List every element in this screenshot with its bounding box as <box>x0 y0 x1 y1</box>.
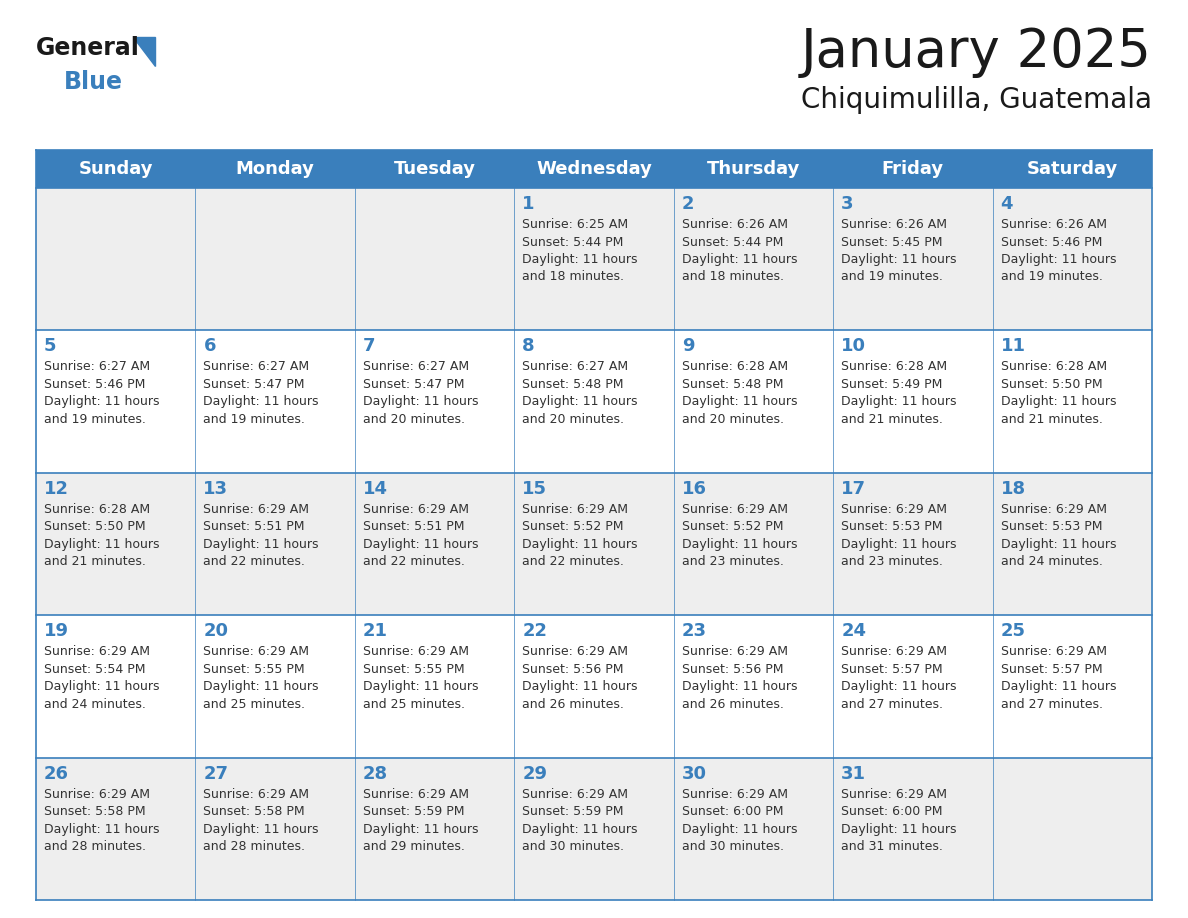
Text: 28: 28 <box>362 765 388 783</box>
Text: 15: 15 <box>523 480 548 498</box>
Text: Sunrise: 6:29 AM
Sunset: 5:53 PM
Daylight: 11 hours
and 24 minutes.: Sunrise: 6:29 AM Sunset: 5:53 PM Dayligh… <box>1000 503 1116 568</box>
Text: 14: 14 <box>362 480 387 498</box>
Text: Sunrise: 6:29 AM
Sunset: 5:55 PM
Daylight: 11 hours
and 25 minutes.: Sunrise: 6:29 AM Sunset: 5:55 PM Dayligh… <box>362 645 479 711</box>
Bar <box>36 615 1152 757</box>
Text: 31: 31 <box>841 765 866 783</box>
Text: Sunrise: 6:28 AM
Sunset: 5:48 PM
Daylight: 11 hours
and 20 minutes.: Sunrise: 6:28 AM Sunset: 5:48 PM Dayligh… <box>682 361 797 426</box>
Text: 19: 19 <box>44 622 69 640</box>
Text: Sunrise: 6:29 AM
Sunset: 5:59 PM
Daylight: 11 hours
and 29 minutes.: Sunrise: 6:29 AM Sunset: 5:59 PM Dayligh… <box>362 788 479 853</box>
Text: Sunrise: 6:29 AM
Sunset: 5:57 PM
Daylight: 11 hours
and 27 minutes.: Sunrise: 6:29 AM Sunset: 5:57 PM Dayligh… <box>841 645 956 711</box>
Text: Sunday: Sunday <box>78 160 153 178</box>
Text: Sunrise: 6:26 AM
Sunset: 5:45 PM
Daylight: 11 hours
and 19 minutes.: Sunrise: 6:26 AM Sunset: 5:45 PM Dayligh… <box>841 218 956 284</box>
Text: Wednesday: Wednesday <box>536 160 652 178</box>
Text: Sunrise: 6:29 AM
Sunset: 5:55 PM
Daylight: 11 hours
and 25 minutes.: Sunrise: 6:29 AM Sunset: 5:55 PM Dayligh… <box>203 645 318 711</box>
Text: Sunrise: 6:29 AM
Sunset: 6:00 PM
Daylight: 11 hours
and 30 minutes.: Sunrise: 6:29 AM Sunset: 6:00 PM Dayligh… <box>682 788 797 853</box>
Text: 22: 22 <box>523 622 548 640</box>
Text: 2: 2 <box>682 195 694 213</box>
Text: 18: 18 <box>1000 480 1025 498</box>
Text: Saturday: Saturday <box>1026 160 1118 178</box>
Text: 5: 5 <box>44 338 57 355</box>
Text: 25: 25 <box>1000 622 1025 640</box>
Text: Sunrise: 6:27 AM
Sunset: 5:47 PM
Daylight: 11 hours
and 20 minutes.: Sunrise: 6:27 AM Sunset: 5:47 PM Dayligh… <box>362 361 479 426</box>
Text: Sunrise: 6:29 AM
Sunset: 5:52 PM
Daylight: 11 hours
and 23 minutes.: Sunrise: 6:29 AM Sunset: 5:52 PM Dayligh… <box>682 503 797 568</box>
Text: 23: 23 <box>682 622 707 640</box>
Text: Sunrise: 6:29 AM
Sunset: 5:59 PM
Daylight: 11 hours
and 30 minutes.: Sunrise: 6:29 AM Sunset: 5:59 PM Dayligh… <box>523 788 638 853</box>
Text: 26: 26 <box>44 765 69 783</box>
Text: Sunrise: 6:28 AM
Sunset: 5:50 PM
Daylight: 11 hours
and 21 minutes.: Sunrise: 6:28 AM Sunset: 5:50 PM Dayligh… <box>44 503 159 568</box>
Text: 29: 29 <box>523 765 548 783</box>
Polygon shape <box>133 37 154 66</box>
Bar <box>36 188 1152 330</box>
Text: 10: 10 <box>841 338 866 355</box>
Text: Sunrise: 6:26 AM
Sunset: 5:46 PM
Daylight: 11 hours
and 19 minutes.: Sunrise: 6:26 AM Sunset: 5:46 PM Dayligh… <box>1000 218 1116 284</box>
Text: Sunrise: 6:29 AM
Sunset: 5:51 PM
Daylight: 11 hours
and 22 minutes.: Sunrise: 6:29 AM Sunset: 5:51 PM Dayligh… <box>362 503 479 568</box>
Text: Sunrise: 6:29 AM
Sunset: 5:52 PM
Daylight: 11 hours
and 22 minutes.: Sunrise: 6:29 AM Sunset: 5:52 PM Dayligh… <box>523 503 638 568</box>
Text: Sunrise: 6:29 AM
Sunset: 5:54 PM
Daylight: 11 hours
and 24 minutes.: Sunrise: 6:29 AM Sunset: 5:54 PM Dayligh… <box>44 645 159 711</box>
Text: 11: 11 <box>1000 338 1025 355</box>
Text: Sunrise: 6:25 AM
Sunset: 5:44 PM
Daylight: 11 hours
and 18 minutes.: Sunrise: 6:25 AM Sunset: 5:44 PM Dayligh… <box>523 218 638 284</box>
Text: 8: 8 <box>523 338 535 355</box>
Text: January 2025: January 2025 <box>801 26 1152 78</box>
Text: 7: 7 <box>362 338 375 355</box>
Text: 24: 24 <box>841 622 866 640</box>
Text: 17: 17 <box>841 480 866 498</box>
Text: Monday: Monday <box>235 160 315 178</box>
Bar <box>36 330 1152 473</box>
Text: Sunrise: 6:29 AM
Sunset: 5:57 PM
Daylight: 11 hours
and 27 minutes.: Sunrise: 6:29 AM Sunset: 5:57 PM Dayligh… <box>1000 645 1116 711</box>
Bar <box>36 150 1152 188</box>
Text: 4: 4 <box>1000 195 1013 213</box>
Text: 27: 27 <box>203 765 228 783</box>
Text: 30: 30 <box>682 765 707 783</box>
Text: 16: 16 <box>682 480 707 498</box>
Text: 21: 21 <box>362 622 387 640</box>
Text: Sunrise: 6:29 AM
Sunset: 5:58 PM
Daylight: 11 hours
and 28 minutes.: Sunrise: 6:29 AM Sunset: 5:58 PM Dayligh… <box>203 788 318 853</box>
Text: Sunrise: 6:27 AM
Sunset: 5:47 PM
Daylight: 11 hours
and 19 minutes.: Sunrise: 6:27 AM Sunset: 5:47 PM Dayligh… <box>203 361 318 426</box>
Text: Sunrise: 6:27 AM
Sunset: 5:48 PM
Daylight: 11 hours
and 20 minutes.: Sunrise: 6:27 AM Sunset: 5:48 PM Dayligh… <box>523 361 638 426</box>
Text: General: General <box>36 36 140 60</box>
Text: Thursday: Thursday <box>707 160 800 178</box>
Text: 9: 9 <box>682 338 694 355</box>
Text: Tuesday: Tuesday <box>393 160 475 178</box>
Text: Sunrise: 6:28 AM
Sunset: 5:49 PM
Daylight: 11 hours
and 21 minutes.: Sunrise: 6:28 AM Sunset: 5:49 PM Dayligh… <box>841 361 956 426</box>
Text: 13: 13 <box>203 480 228 498</box>
Bar <box>36 757 1152 900</box>
Text: Sunrise: 6:29 AM
Sunset: 6:00 PM
Daylight: 11 hours
and 31 minutes.: Sunrise: 6:29 AM Sunset: 6:00 PM Dayligh… <box>841 788 956 853</box>
Text: Sunrise: 6:26 AM
Sunset: 5:44 PM
Daylight: 11 hours
and 18 minutes.: Sunrise: 6:26 AM Sunset: 5:44 PM Dayligh… <box>682 218 797 284</box>
Text: 20: 20 <box>203 622 228 640</box>
Text: 12: 12 <box>44 480 69 498</box>
Text: Sunrise: 6:29 AM
Sunset: 5:51 PM
Daylight: 11 hours
and 22 minutes.: Sunrise: 6:29 AM Sunset: 5:51 PM Dayligh… <box>203 503 318 568</box>
Text: Blue: Blue <box>64 70 124 94</box>
Text: Chiquimulilla, Guatemala: Chiquimulilla, Guatemala <box>801 86 1152 114</box>
Bar <box>36 473 1152 615</box>
Text: Friday: Friday <box>881 160 944 178</box>
Text: 6: 6 <box>203 338 216 355</box>
Text: 3: 3 <box>841 195 854 213</box>
Text: 1: 1 <box>523 195 535 213</box>
Text: Sunrise: 6:29 AM
Sunset: 5:58 PM
Daylight: 11 hours
and 28 minutes.: Sunrise: 6:29 AM Sunset: 5:58 PM Dayligh… <box>44 788 159 853</box>
Text: Sunrise: 6:28 AM
Sunset: 5:50 PM
Daylight: 11 hours
and 21 minutes.: Sunrise: 6:28 AM Sunset: 5:50 PM Dayligh… <box>1000 361 1116 426</box>
Text: Sunrise: 6:29 AM
Sunset: 5:53 PM
Daylight: 11 hours
and 23 minutes.: Sunrise: 6:29 AM Sunset: 5:53 PM Dayligh… <box>841 503 956 568</box>
Text: Sunrise: 6:29 AM
Sunset: 5:56 PM
Daylight: 11 hours
and 26 minutes.: Sunrise: 6:29 AM Sunset: 5:56 PM Dayligh… <box>523 645 638 711</box>
Text: Sunrise: 6:29 AM
Sunset: 5:56 PM
Daylight: 11 hours
and 26 minutes.: Sunrise: 6:29 AM Sunset: 5:56 PM Dayligh… <box>682 645 797 711</box>
Text: Sunrise: 6:27 AM
Sunset: 5:46 PM
Daylight: 11 hours
and 19 minutes.: Sunrise: 6:27 AM Sunset: 5:46 PM Dayligh… <box>44 361 159 426</box>
